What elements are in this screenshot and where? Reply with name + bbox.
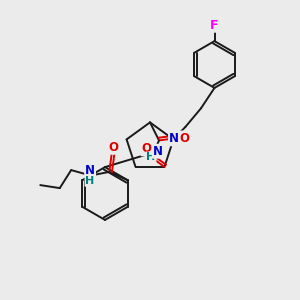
Text: N: N xyxy=(85,164,95,177)
Text: O: O xyxy=(108,141,118,154)
Text: F: F xyxy=(210,19,219,32)
Text: H: H xyxy=(85,176,95,186)
Text: N: N xyxy=(153,145,163,158)
Text: H: H xyxy=(146,152,155,163)
Text: O: O xyxy=(179,131,189,145)
Text: O: O xyxy=(142,142,152,155)
Text: N: N xyxy=(169,132,179,145)
